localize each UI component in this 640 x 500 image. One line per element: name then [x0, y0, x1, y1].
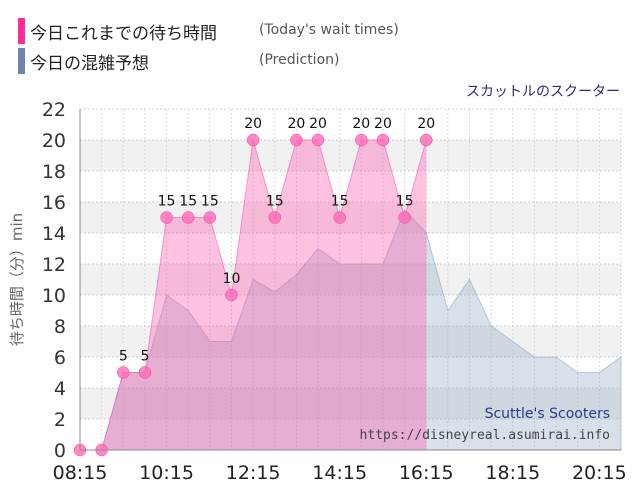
data-point: [355, 133, 368, 147]
data-point: [376, 133, 390, 147]
data-point: [181, 211, 195, 224]
data-point: [268, 211, 282, 224]
legend-item-today: 今日これまでの待ち時間 (Today's wait times): [18, 18, 618, 44]
data-point: [138, 366, 152, 379]
x-tick-label: 14:15: [312, 462, 367, 484]
x-tick-label: 16:15: [399, 462, 454, 484]
x-tick-label: 10:15: [139, 462, 194, 484]
y-axis-title: 待ち時間（分）min: [8, 213, 26, 346]
legend-swatch-prediction: [18, 48, 25, 74]
y-tick-label: 4: [54, 378, 66, 400]
legend-item-prediction: 今日の混雑予想 (Prediction): [18, 48, 618, 74]
data-label: 20: [417, 116, 435, 132]
legend-label-jp: 今日これまでの待ち時間: [30, 24, 217, 44]
legend-label-en: (Prediction): [259, 52, 340, 68]
data-label: 15: [331, 194, 349, 210]
data-label: 10: [223, 271, 241, 287]
y-tick-label: 14: [42, 223, 66, 245]
data-label: 15: [158, 194, 176, 210]
data-label: 15: [266, 194, 284, 210]
data-point: [290, 133, 303, 147]
data-point: [160, 211, 173, 224]
y-tick-label: 18: [42, 161, 66, 183]
data-label: 20: [287, 116, 305, 132]
x-tick-label: 20:15: [572, 462, 627, 484]
y-tick-label: 2: [54, 409, 66, 431]
x-tick-label: 08:15: [53, 462, 108, 484]
legend-swatch-today: [18, 18, 25, 44]
y-tick-label: 0: [54, 440, 66, 462]
y-tick-label: 22: [42, 99, 66, 121]
data-label: 5: [119, 349, 128, 365]
watermark-url: https://disneyreal.asumirai.info: [359, 428, 610, 443]
grid-band: [80, 264, 621, 295]
legend-label-jp: 今日の混雑予想: [30, 54, 149, 74]
data-label: 20: [309, 116, 327, 132]
data-point: [225, 288, 238, 302]
x-tick-label: 12:15: [226, 462, 281, 484]
data-point: [203, 211, 217, 224]
y-tick-label: 20: [42, 130, 66, 152]
data-label: 15: [396, 194, 414, 210]
grid-band: [80, 388, 621, 419]
y-tick-label: 6: [54, 347, 66, 369]
data-point: [246, 133, 260, 147]
prediction-area: [80, 208, 622, 451]
grid-band: [80, 140, 621, 171]
watermark-title: Scuttle's Scooters: [484, 406, 610, 422]
data-label: 15: [179, 194, 197, 210]
legend-label-en: (Today's wait times): [259, 22, 399, 38]
data-label: 20: [374, 116, 392, 132]
data-label: 20: [244, 116, 262, 132]
data-label: 15: [201, 194, 219, 210]
y-tick-label: 8: [54, 316, 66, 338]
data-point: [333, 211, 346, 224]
data-point: [311, 133, 325, 147]
x-tick-label: 18:15: [485, 462, 540, 484]
data-point: [398, 211, 411, 224]
grid-band: [80, 326, 621, 357]
data-point: [419, 133, 433, 147]
data-point: [117, 366, 130, 379]
y-tick-label: 10: [42, 285, 66, 307]
data-label: 5: [140, 349, 149, 365]
data-label: 20: [352, 116, 370, 132]
y-tick-label: 16: [42, 192, 66, 214]
y-tick-label: 12: [42, 254, 66, 276]
attraction-name: スカットルのスクーター: [466, 84, 620, 100]
